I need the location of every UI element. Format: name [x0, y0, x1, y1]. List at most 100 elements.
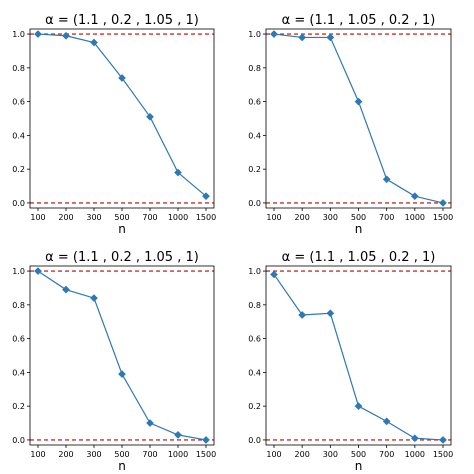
y-tick-label: 1.0	[12, 267, 25, 276]
data-point	[298, 33, 307, 42]
data-point	[382, 175, 391, 184]
y-tick-label: 0.2	[248, 402, 261, 411]
x-tick-label: 200	[295, 213, 310, 222]
data-point	[354, 97, 363, 106]
data-point	[62, 31, 70, 40]
data-point	[270, 270, 278, 279]
y-tick-label: 0.0	[12, 436, 25, 445]
y-tick-label: 0.6	[12, 98, 25, 107]
chart-title: α = (1.1 , 0.2 , 1.05 , 1)	[45, 250, 199, 265]
y-tick-label: 0.4	[12, 368, 25, 377]
x-tick-label: 1500	[433, 213, 453, 222]
axes-frame	[29, 265, 215, 446]
x-tick-label: 1500	[196, 450, 216, 459]
data-point	[382, 417, 391, 426]
data-point	[90, 294, 98, 303]
data-point	[439, 435, 447, 444]
y-tick-label: 0.2	[248, 165, 261, 174]
x-tick-label: 700	[379, 450, 394, 459]
data-point	[202, 192, 210, 201]
y-tick-label: 0.8	[248, 301, 261, 310]
data-point	[90, 38, 98, 47]
x-tick-label: 1500	[196, 213, 216, 222]
data-point	[118, 74, 126, 82]
x-tick-label: 100	[266, 213, 281, 222]
x-tick-label: 200	[295, 450, 310, 459]
series-line	[37, 270, 207, 441]
y-tick-label: 0.8	[248, 64, 261, 73]
x-tick-label: 500	[351, 450, 366, 459]
chart-title: α = (1.1 , 1.05 , 0.2 , 1)	[282, 13, 436, 28]
y-tick-label: 0.8	[12, 64, 25, 73]
y-tick-label: 0.6	[12, 335, 25, 344]
data-point	[326, 309, 335, 318]
x-tick-label: 1000	[405, 213, 425, 222]
data-point	[326, 33, 335, 42]
y-tick-label: 0.0	[248, 436, 261, 445]
chart-panel-3: α = (1.1 , 0.2 , 1.05 , 1) 0.0 0.2 0.4 0.6 0.…	[12, 250, 216, 473]
data-point	[146, 112, 154, 121]
data-point	[174, 168, 182, 177]
x-tick-label: 100	[30, 213, 45, 222]
x-tick-label: 700	[379, 213, 394, 222]
x-tick-label: 500	[351, 213, 366, 222]
data-point	[202, 435, 210, 444]
axes-frame	[265, 265, 452, 446]
y-tick-label: 0.2	[12, 402, 25, 411]
y-tick-label: 0.8	[12, 301, 25, 310]
data-point	[270, 30, 278, 39]
data-point	[354, 402, 363, 411]
data-point	[298, 311, 307, 319]
y-tick-label: 0.4	[248, 131, 261, 140]
axes-frame	[265, 28, 452, 209]
y-tick-label: 1.0	[12, 30, 25, 39]
x-tick-label: 200	[58, 213, 73, 222]
chart-panel-2: α = (1.1 , 1.05 , 0.2 , 1) 0.0 0.2 0.4 0.6 0.…	[248, 13, 453, 236]
y-tick-label: 0.0	[248, 199, 261, 208]
data-point	[34, 267, 42, 276]
data-point	[174, 430, 182, 439]
x-axis-label: n	[355, 222, 363, 236]
data-point	[62, 285, 70, 294]
x-axis-label: n	[118, 222, 126, 236]
y-tick-label: 1.0	[248, 30, 261, 39]
x-tick-label: 1000	[405, 450, 425, 459]
data-point	[34, 30, 42, 39]
chart-title: α = (1.1 , 1.05 , 0.2 , 1)	[282, 250, 436, 265]
axes-frame	[29, 28, 215, 209]
data-point	[146, 419, 154, 428]
series-line	[273, 33, 444, 204]
x-tick-label: 700	[142, 213, 157, 222]
chart-panel-1: α = (1.1 , 0.2 , 1.05 , 1) 0.0 0.2 0.4 0.6 0.…	[12, 13, 216, 236]
x-tick-label: 500	[114, 450, 129, 459]
data-point	[410, 192, 419, 201]
series-line	[273, 274, 444, 441]
x-tick-label: 1500	[433, 450, 453, 459]
x-tick-label: 100	[266, 450, 281, 459]
x-tick-label: 200	[58, 450, 73, 459]
x-tick-label: 1000	[168, 450, 188, 459]
x-tick-label: 700	[142, 450, 157, 459]
x-tick-label: 300	[323, 213, 338, 222]
y-tick-label: 0.2	[12, 165, 25, 174]
chart-title: α = (1.1 , 0.2 , 1.05 , 1)	[45, 13, 199, 28]
y-tick-label: 0.6	[248, 335, 261, 344]
chart-panel-4: α = (1.1 , 1.05 , 0.2 , 1) 0.0 0.2 0.4 0.6 0.…	[248, 250, 453, 473]
x-tick-label: 1000	[168, 213, 188, 222]
y-tick-label: 0.4	[12, 131, 25, 140]
x-axis-label: n	[355, 459, 363, 473]
x-tick-label: 300	[86, 213, 101, 222]
x-axis-label: n	[118, 459, 126, 473]
x-tick-label: 300	[323, 450, 338, 459]
data-point	[118, 370, 126, 379]
data-point	[410, 434, 419, 443]
x-tick-label: 100	[30, 450, 45, 459]
y-tick-label: 0.0	[12, 199, 25, 208]
x-tick-label: 300	[86, 450, 101, 459]
y-tick-label: 1.0	[248, 267, 261, 276]
data-point	[439, 198, 447, 207]
x-tick-label: 500	[114, 213, 129, 222]
y-tick-label: 0.4	[248, 368, 261, 377]
y-tick-label: 0.6	[248, 98, 261, 107]
